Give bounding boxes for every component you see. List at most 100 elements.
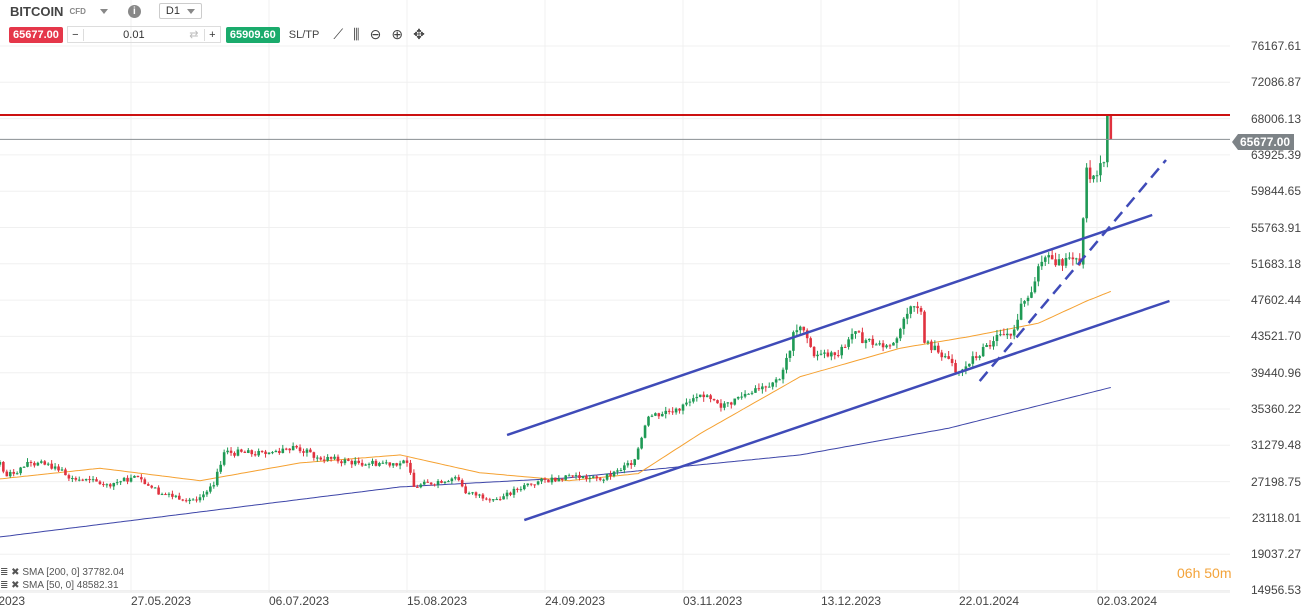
candle-body [222, 452, 226, 465]
candle-body [1043, 257, 1047, 262]
candle-body [857, 331, 861, 333]
candle-body [46, 463, 50, 465]
candle-body [1040, 261, 1044, 267]
candle-body [1054, 259, 1057, 266]
candle-body [999, 334, 1002, 336]
candle-body [281, 448, 285, 454]
candle-body [467, 493, 471, 495]
candle-body [978, 356, 981, 358]
candle-body [215, 471, 219, 486]
candle-body [495, 499, 498, 501]
candle-body [761, 386, 764, 390]
price-tick: 14956.53 [1250, 583, 1301, 598]
candle-body [343, 459, 347, 464]
zoom-out-icon[interactable]: ⊖ [369, 26, 382, 42]
candle-body [22, 466, 26, 468]
candle-body [605, 473, 609, 480]
symbol-dropdown-icon[interactable] [99, 8, 108, 14]
price-tick: 72086.87 [1250, 75, 1301, 90]
candle-body [226, 450, 229, 453]
candle-body [885, 345, 888, 348]
candle-body [178, 495, 181, 500]
candle-body [560, 478, 564, 480]
swap-icon[interactable]: ⇄ [189, 29, 199, 41]
candle-body [754, 388, 757, 393]
buy-button[interactable]: 65909.60 [225, 26, 280, 43]
candle-body [381, 462, 385, 464]
quantity-input[interactable]: 0.01 [123, 28, 145, 41]
candle-body [992, 341, 995, 347]
info-icon[interactable]: i [127, 4, 141, 18]
candle-body [554, 477, 557, 482]
candle-body [488, 499, 492, 501]
candle-body [26, 461, 29, 467]
candle-body [95, 479, 98, 482]
candle-body [536, 481, 540, 485]
candle-body [681, 404, 685, 411]
date-tick: 27.05.2023 [131, 594, 192, 608]
candle-body [795, 330, 799, 333]
candle-body [64, 469, 67, 476]
sma200-legend[interactable]: ≣ ✖ SMA [200, 0] 37782.04 [0, 567, 125, 578]
candle-body [164, 494, 167, 496]
candle-body [650, 415, 654, 417]
candle-body [968, 363, 971, 367]
candle-body [191, 499, 195, 501]
instrument-type: CFD [69, 6, 86, 16]
candle-body [723, 403, 726, 408]
quantity-stepper[interactable]: − 0.01 ⇄ + [66, 26, 221, 43]
candle-body [1006, 333, 1009, 336]
increase-button[interactable]: + [203, 28, 220, 41]
move-icon[interactable]: ✥ [413, 26, 425, 42]
candle-body [1099, 163, 1102, 176]
candle-body [588, 477, 592, 479]
candle-body [1057, 259, 1061, 266]
candle-body [519, 489, 523, 491]
candle-body [550, 477, 554, 483]
candle-body [730, 402, 733, 405]
timeframe-select[interactable]: D1 [158, 3, 202, 19]
candle-body [1064, 258, 1068, 266]
candle-body [505, 492, 509, 497]
candle-body [1002, 334, 1006, 336]
candle-body [340, 461, 343, 464]
candle-body [567, 475, 571, 477]
candle-body [202, 494, 205, 498]
sma50-legend[interactable]: ≣ ✖ SMA [50, 0] 48582.31 [0, 580, 119, 591]
decrease-button[interactable]: − [68, 28, 84, 41]
candle-body [581, 476, 585, 479]
candle-body [1109, 115, 1113, 140]
sltp-button[interactable]: SL/TP [288, 28, 320, 41]
channel-trend-line [506, 213, 1153, 437]
date-tick: 17.04.2023 [0, 594, 26, 608]
zoom-in-icon[interactable]: ⊕ [391, 26, 404, 42]
line-chart-icon[interactable]: ⟋ [333, 26, 344, 42]
dashed-trend-line [978, 159, 1167, 382]
candle-body [1009, 333, 1013, 336]
candle-body [843, 346, 847, 348]
candle-body [716, 400, 719, 404]
candle-body [943, 356, 947, 358]
candle-body [836, 355, 840, 357]
candle-body [122, 477, 126, 482]
candle-body [640, 437, 643, 449]
candle-body [661, 413, 664, 417]
candle-body [702, 394, 705, 398]
candle-body [578, 475, 581, 479]
candle-body [53, 466, 57, 469]
candle-body [274, 450, 278, 453]
date-tick: 06.07.2023 [269, 594, 330, 608]
candle-body [198, 497, 202, 501]
candle-body [509, 492, 512, 495]
candle-body [209, 486, 212, 492]
candle-body [526, 483, 530, 486]
candle-body [374, 460, 378, 466]
candle-body [861, 332, 864, 344]
sell-button[interactable]: 65677.00 [9, 26, 63, 43]
candle-body [1050, 255, 1054, 260]
candle-body [319, 457, 323, 460]
candles-icon[interactable]: ⫼ [353, 26, 360, 42]
candle-body [612, 471, 616, 477]
candle-body [705, 395, 709, 398]
